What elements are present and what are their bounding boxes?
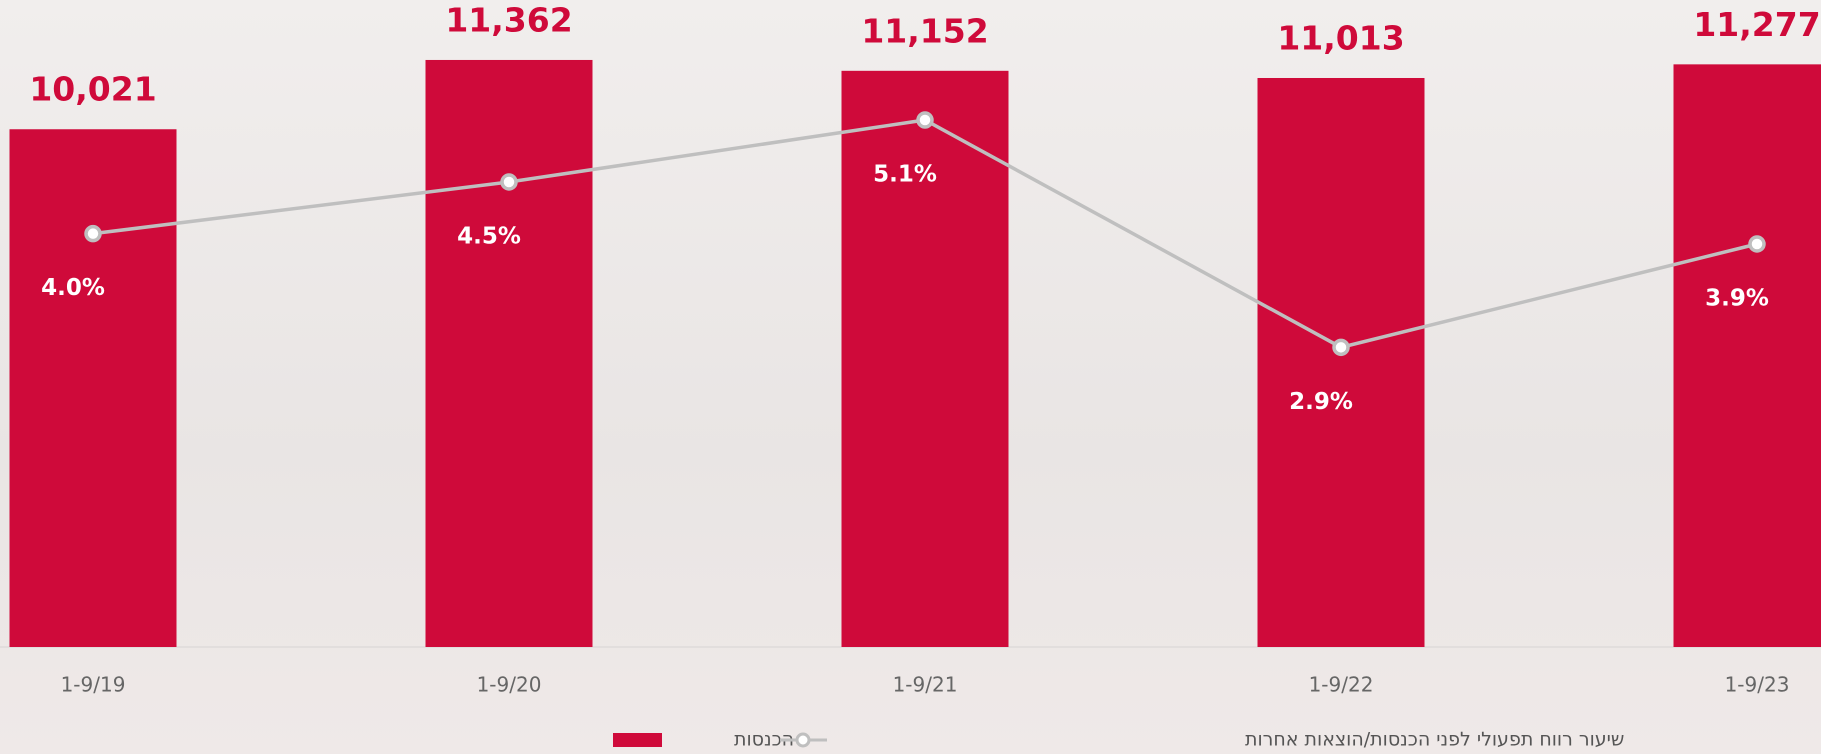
legend-marker bbox=[797, 734, 809, 746]
bar bbox=[10, 129, 177, 647]
x-tick-label: 1-9/19 bbox=[61, 673, 126, 697]
value-label: 11,013 bbox=[1277, 18, 1404, 57]
value-label: 10,021 bbox=[29, 70, 156, 109]
chart: 1-9/19 1-9/20 1-9/21 1-9/22 1-9/23 10,021 11,3… bbox=[0, 0, 1821, 754]
bar bbox=[426, 60, 593, 647]
bar bbox=[842, 71, 1009, 647]
legend-label: שיעור רווח תפעולי לפני הכנסות/הוצאות אחר… bbox=[1245, 729, 1624, 751]
x-tick-label: 1-9/21 bbox=[893, 673, 958, 697]
x-tick-label: 1-9/23 bbox=[1725, 673, 1790, 697]
value-label: 11,152 bbox=[861, 11, 988, 50]
bar bbox=[1258, 78, 1425, 647]
legend-swatch bbox=[613, 733, 662, 747]
x-tick-label: 1-9/20 bbox=[477, 673, 542, 697]
percent-label: 5.1% bbox=[873, 162, 937, 188]
percent-label: 4.0% bbox=[41, 275, 105, 301]
value-label: 11,277 bbox=[1693, 5, 1820, 44]
line-point bbox=[1750, 237, 1764, 251]
value-label: 11,362 bbox=[445, 0, 572, 39]
bar bbox=[1674, 64, 1821, 647]
percent-label: 3.9% bbox=[1705, 286, 1769, 312]
percent-label: 4.5% bbox=[457, 224, 521, 250]
line-point bbox=[86, 227, 100, 241]
line-point bbox=[918, 113, 932, 127]
x-tick-label: 1-9/22 bbox=[1309, 673, 1374, 697]
percent-label: 2.9% bbox=[1289, 389, 1353, 415]
line-point bbox=[502, 175, 516, 189]
line-point bbox=[1334, 340, 1348, 354]
